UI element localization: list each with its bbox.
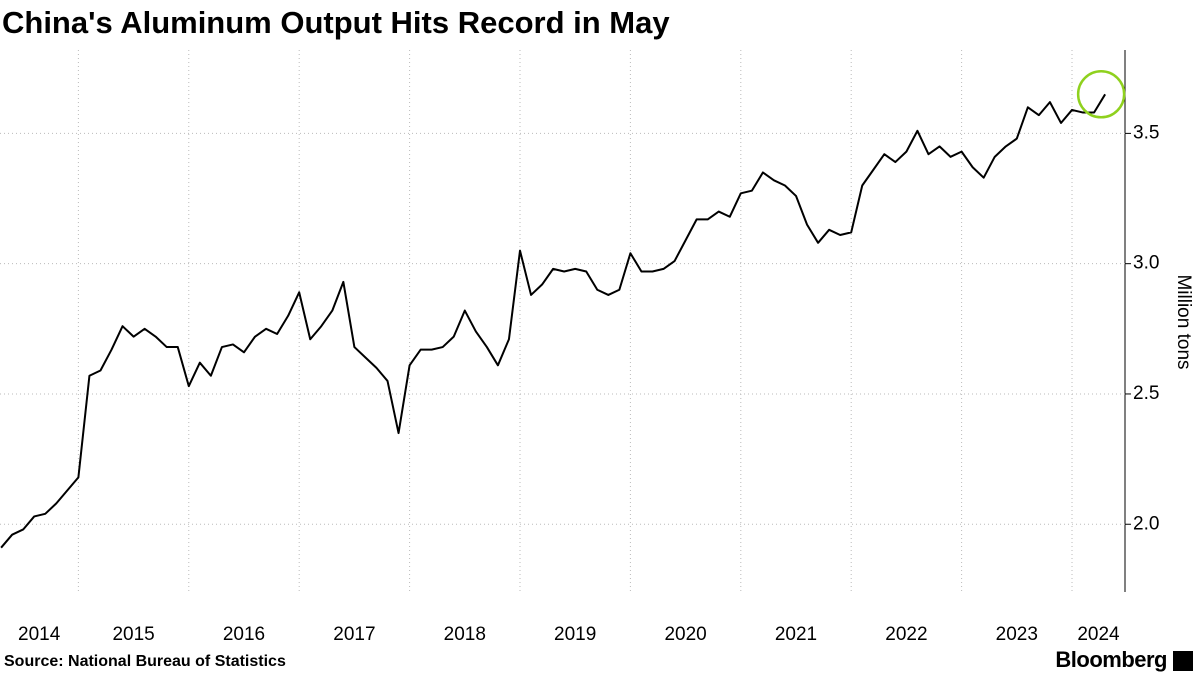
x-tick-label: 2015	[112, 624, 154, 645]
x-tick-label: 2022	[885, 624, 927, 645]
x-tick-label: 2018	[444, 624, 486, 645]
y-tick-label: 2.0	[1133, 513, 1159, 534]
data-line	[0, 93, 1106, 549]
y-tick-label: 2.5	[1133, 383, 1159, 404]
x-tick-label: 2023	[996, 624, 1038, 645]
x-tick-label: 2017	[333, 624, 375, 645]
x-tick-label: 2020	[664, 624, 706, 645]
x-tick-label: 2021	[775, 624, 817, 645]
highlight-circle	[1076, 70, 1126, 119]
brand-icon	[1173, 651, 1193, 671]
source: Source: National Bureau of Statistics	[4, 653, 286, 670]
y-tick-label: 3.0	[1133, 253, 1159, 274]
y-axis-label: Million tons	[1173, 274, 1194, 369]
chart-title: China's Aluminum Output Hits Record in M…	[2, 5, 670, 40]
x-tick-label: 2016	[223, 624, 265, 645]
brand: Bloomberg	[1055, 647, 1167, 672]
x-tick-label: 2024	[1077, 624, 1120, 645]
x-tick-label: 2019	[554, 624, 596, 645]
x-tick-label: 2014	[18, 624, 61, 645]
y-tick-label: 3.5	[1133, 122, 1159, 143]
